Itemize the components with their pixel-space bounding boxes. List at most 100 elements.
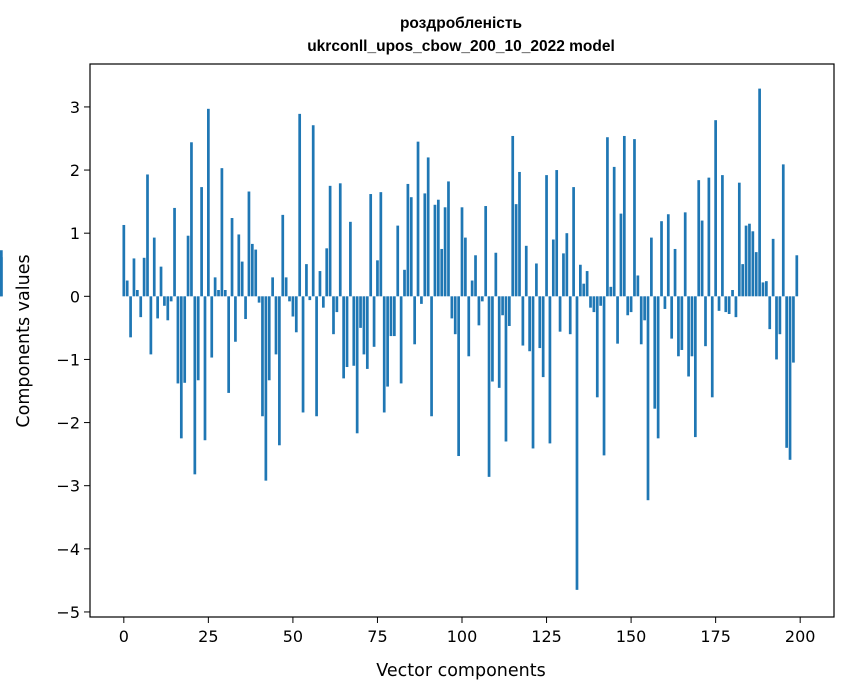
- bar: [288, 296, 291, 302]
- bar: [257, 296, 261, 303]
- bar: [589, 296, 592, 308]
- bar: [457, 296, 460, 457]
- bar: [673, 248, 677, 297]
- bar: [606, 137, 609, 297]
- bar: [785, 296, 789, 448]
- bar: [342, 296, 345, 379]
- bar: [619, 213, 623, 297]
- bar: [447, 181, 450, 297]
- bar: [234, 296, 237, 342]
- bar: [203, 296, 207, 441]
- bar: [754, 252, 758, 297]
- bar: [423, 193, 427, 297]
- bar: [579, 264, 582, 297]
- bar: [413, 296, 417, 345]
- bar: [622, 135, 626, 297]
- x-tick-label: 200: [785, 627, 816, 646]
- y-tick-label: −2: [56, 414, 80, 433]
- bar: [372, 296, 376, 347]
- y-tick-label: 0: [70, 287, 80, 306]
- bar: [487, 296, 491, 477]
- bar: [379, 192, 383, 297]
- bar: [250, 243, 254, 297]
- bar: [349, 221, 352, 297]
- bar: [159, 266, 163, 297]
- bar: [474, 255, 477, 297]
- bar: [176, 296, 180, 384]
- bar: [582, 283, 586, 297]
- bar: [744, 225, 748, 297]
- bar: [528, 296, 531, 352]
- bar: [196, 296, 200, 381]
- bar: [173, 207, 176, 297]
- bar: [734, 296, 738, 318]
- bar: [301, 296, 305, 413]
- bar: [274, 296, 278, 355]
- bar: [758, 88, 761, 297]
- bar: [704, 296, 707, 347]
- y-axis: 3 2 1 0 −1 −2 −3 −4 −5: [56, 98, 90, 622]
- x-tick-label: 125: [531, 627, 562, 646]
- bar: [169, 296, 173, 302]
- bar: [480, 296, 484, 302]
- bar: [778, 296, 782, 335]
- plot-frame: [89, 63, 835, 618]
- bar: [612, 166, 616, 297]
- bar: [0, 257, 3, 297]
- bar: [717, 296, 721, 311]
- bar: [491, 296, 494, 382]
- bar: [697, 180, 701, 297]
- bar: [453, 296, 457, 335]
- bar: [727, 296, 731, 314]
- bar: [643, 296, 646, 321]
- bar: [450, 296, 454, 319]
- bar: [284, 277, 288, 297]
- x-tick-label: 100: [447, 627, 478, 646]
- bar: [338, 183, 342, 297]
- bar: [741, 264, 745, 297]
- bar: [420, 296, 423, 304]
- bar: [731, 290, 734, 297]
- bar: [362, 296, 366, 355]
- y-tick-label: 3: [70, 98, 80, 117]
- bar: [237, 234, 241, 297]
- bar: [389, 296, 393, 337]
- bar: [494, 252, 498, 297]
- y-tick-label: −4: [56, 540, 80, 559]
- bar: [548, 296, 552, 444]
- bar: [748, 223, 751, 297]
- bar: [501, 296, 504, 316]
- bar: [179, 296, 183, 439]
- bar: [650, 237, 653, 297]
- bar: [680, 296, 684, 350]
- bar: [633, 139, 636, 297]
- bar: [595, 296, 599, 398]
- bar: [399, 296, 403, 384]
- bar: [477, 296, 481, 326]
- bar: [531, 296, 535, 449]
- bar: [376, 260, 379, 297]
- bar: [497, 296, 501, 388]
- x-tick-label: 50: [283, 627, 303, 646]
- y-tick-label: −1: [56, 350, 80, 369]
- bar: [244, 296, 247, 320]
- bar: [538, 296, 542, 349]
- bar: [629, 296, 633, 313]
- bar: [190, 142, 193, 297]
- bar: [149, 296, 153, 355]
- bar: [565, 233, 569, 297]
- bar: [406, 183, 410, 297]
- bar: [467, 296, 471, 357]
- bar: [254, 249, 258, 297]
- bar: [139, 296, 143, 318]
- bar: [575, 296, 579, 590]
- bar: [683, 212, 687, 297]
- bar: [294, 296, 298, 333]
- bar: [666, 214, 670, 297]
- bar: [230, 218, 234, 297]
- bar: [646, 296, 650, 501]
- bar: [135, 290, 139, 297]
- bar: [142, 257, 146, 297]
- bar: [524, 245, 528, 297]
